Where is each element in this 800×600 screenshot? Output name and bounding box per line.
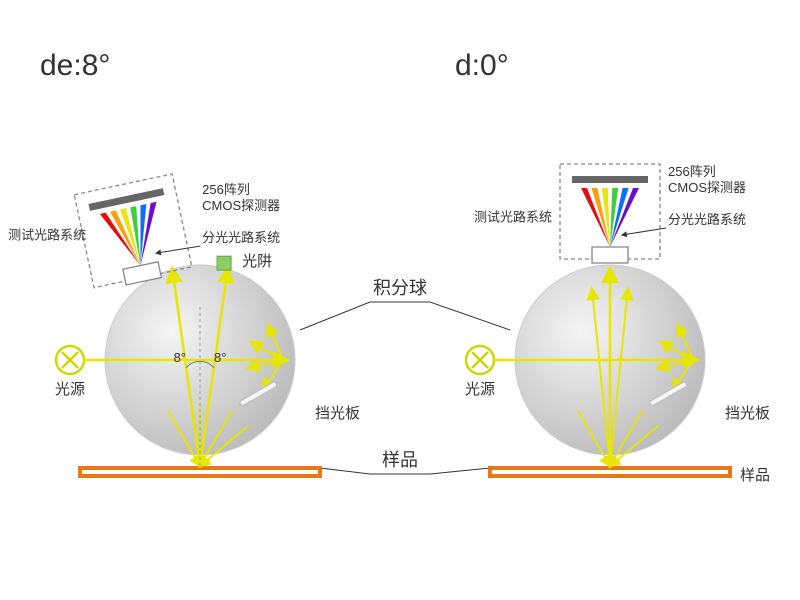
gloss-trap: [217, 256, 231, 270]
svg-text:积分球: 积分球: [373, 278, 427, 298]
svg-text:CMOS探测器: CMOS探测器: [202, 198, 280, 213]
svg-text:de:8°: de:8°: [40, 49, 110, 82]
svg-text:d:0°: d:0°: [455, 49, 509, 82]
cmos-detector: [572, 176, 648, 183]
svg-text:CMOS探测器: CMOS探测器: [668, 180, 746, 195]
svg-text:256阵列: 256阵列: [668, 164, 716, 179]
svg-text:测试光路系统: 测试光路系统: [8, 228, 86, 243]
sample-bar: [490, 468, 730, 476]
svg-text:测试光路系统: 测试光路系统: [474, 210, 552, 225]
svg-text:样品: 样品: [382, 450, 418, 470]
svg-text:8°: 8°: [174, 350, 186, 365]
detector-assembly: [560, 164, 660, 263]
svg-text:光阱: 光阱: [242, 253, 272, 270]
svg-text:光源: 光源: [465, 381, 495, 398]
svg-text:挡光板: 挡光板: [725, 404, 770, 422]
svg-text:挡光板: 挡光板: [315, 404, 360, 422]
svg-text:样品: 样品: [740, 467, 770, 484]
svg-text:8°: 8°: [214, 350, 226, 365]
sample-bar: [80, 468, 320, 476]
svg-text:256阵列: 256阵列: [202, 182, 250, 197]
svg-text:分光光路系统: 分光光路系统: [668, 212, 746, 227]
svg-text:分光光路系统: 分光光路系统: [202, 230, 280, 245]
svg-text:光源: 光源: [55, 381, 85, 398]
